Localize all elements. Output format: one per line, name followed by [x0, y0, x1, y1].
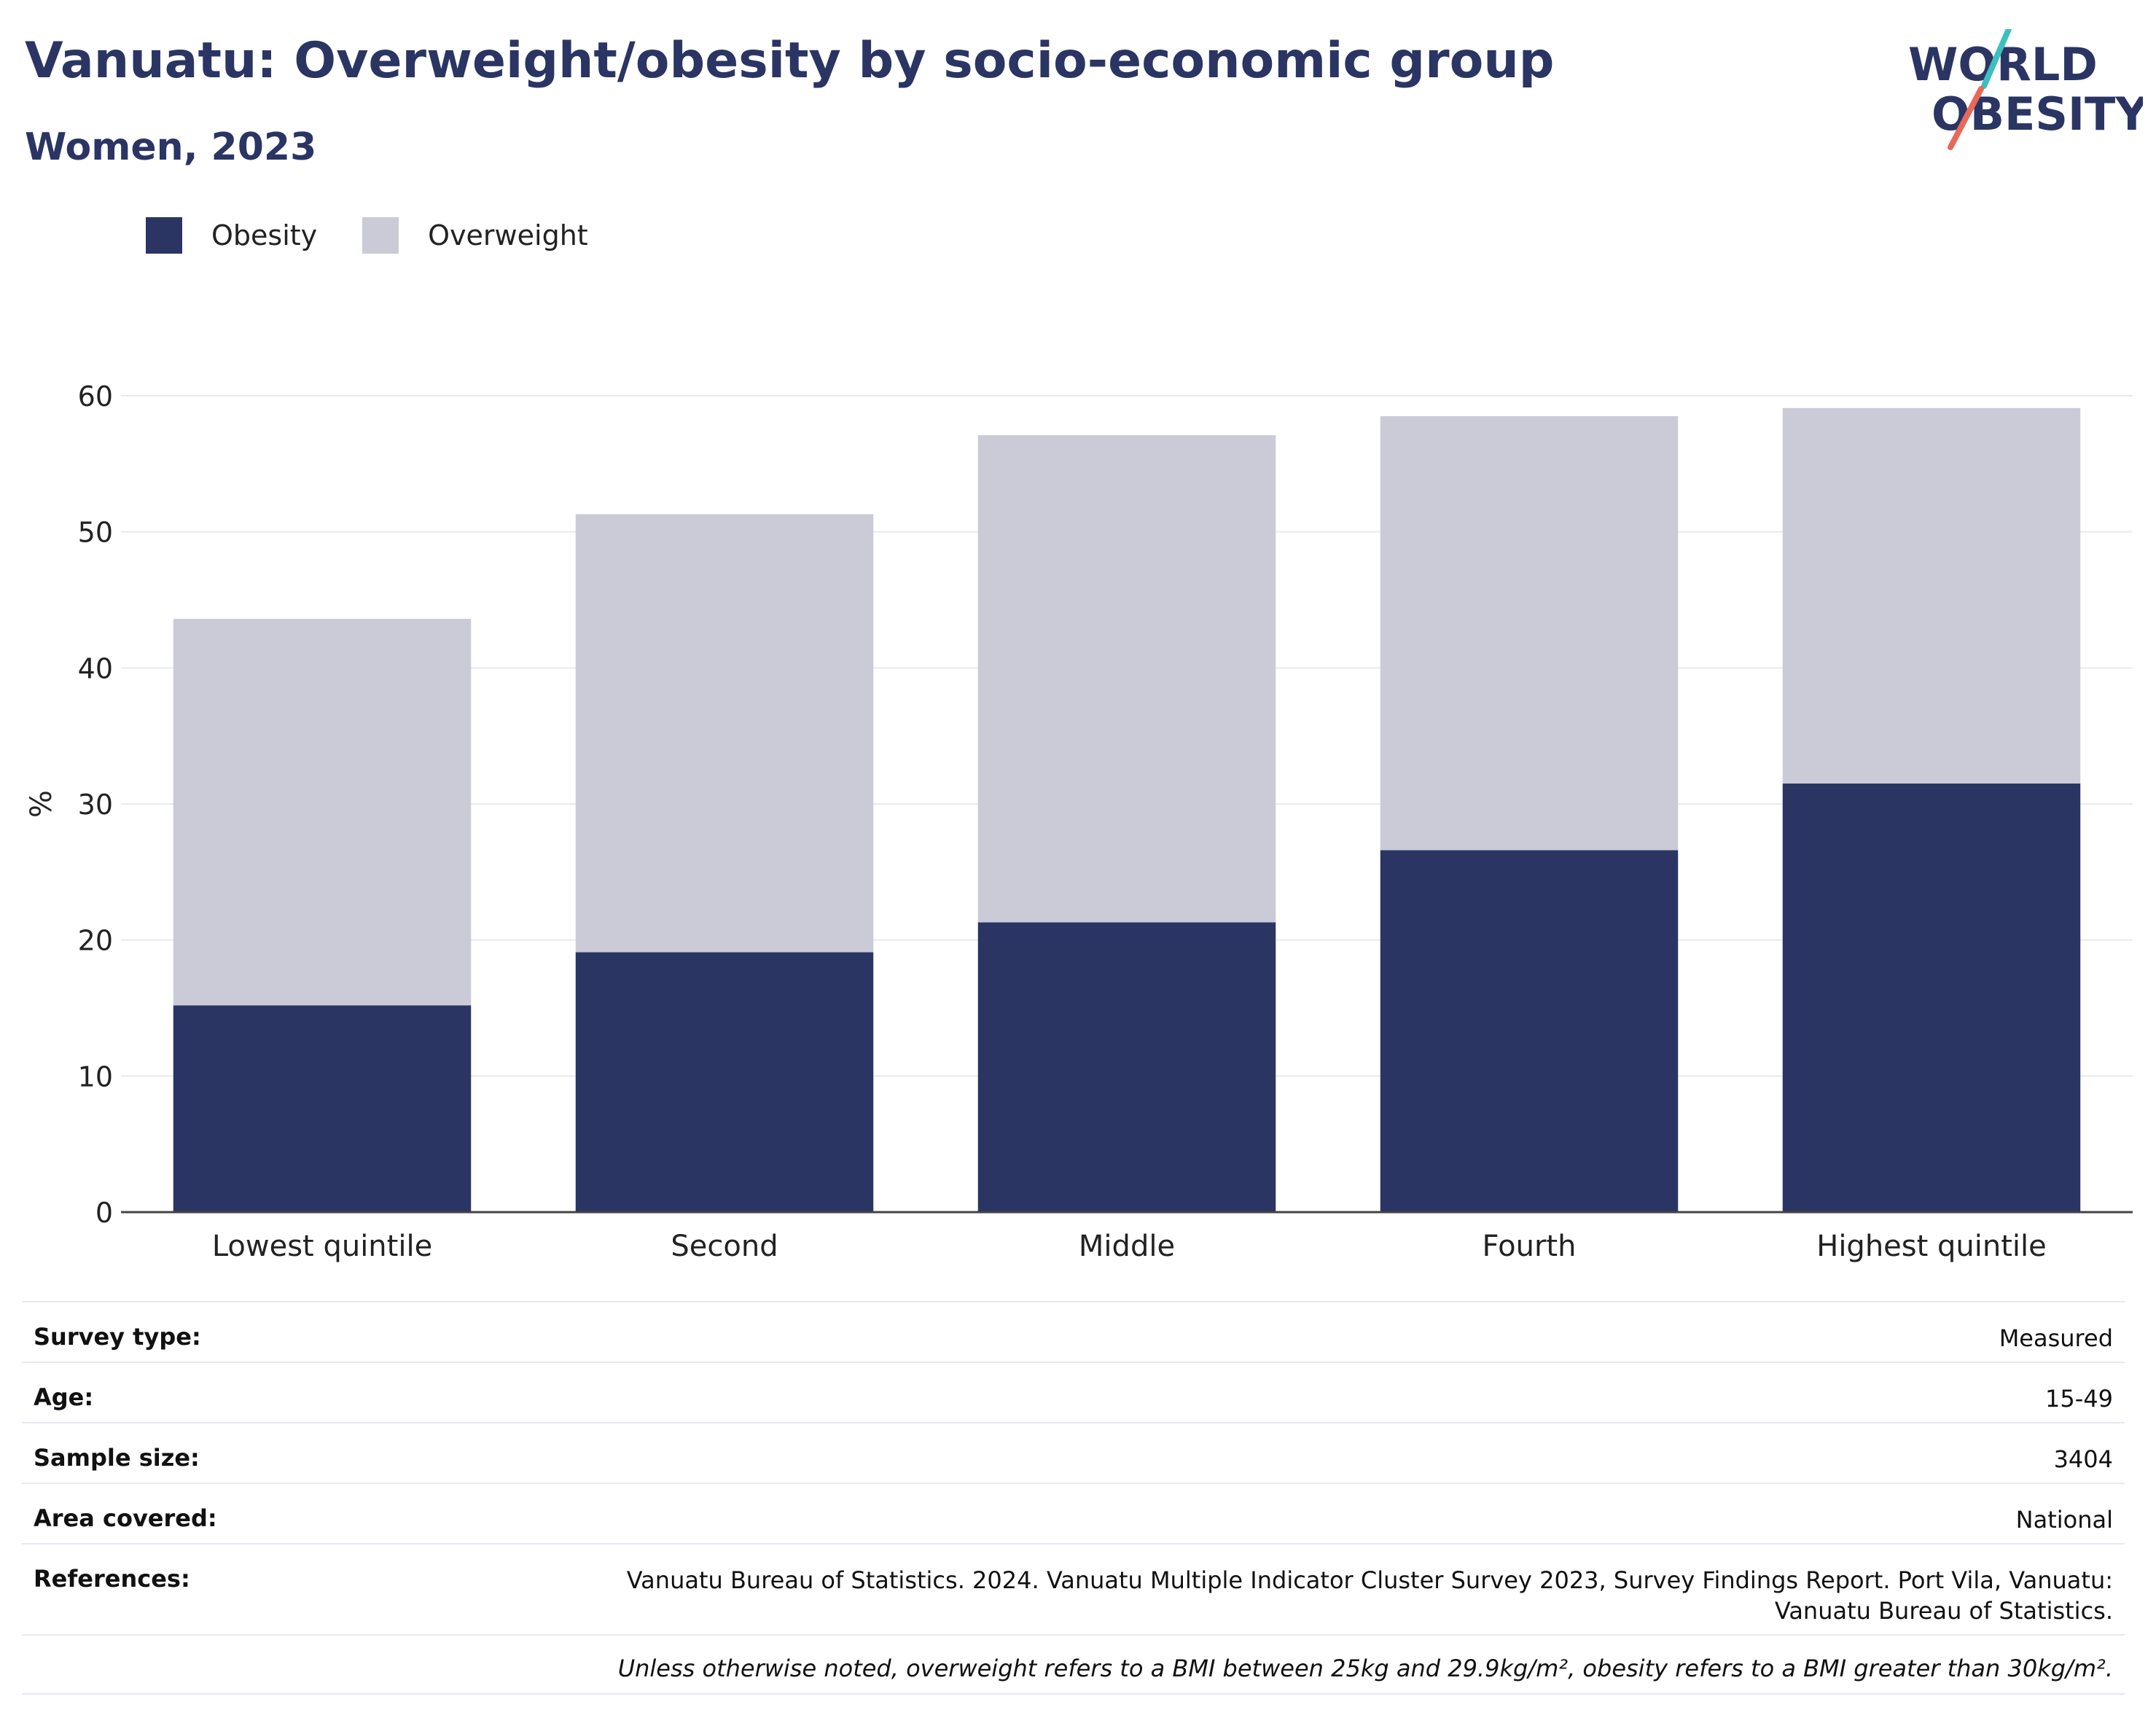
bar-obesity-5[interactable]: [1783, 784, 2080, 1212]
bar-obesity-4[interactable]: [1380, 850, 1678, 1212]
bar-overweight-1[interactable]: [173, 619, 471, 1005]
y-tick-label: 0: [95, 1197, 113, 1229]
bar-obesity-2[interactable]: [576, 952, 873, 1212]
info-row-area-covered: Area covered: National: [22, 1483, 2125, 1543]
info-row-age: Age: 15-49: [22, 1362, 2125, 1422]
y-tick-label: 20: [78, 925, 113, 957]
bar-obesity-3[interactable]: [978, 922, 1276, 1212]
y-tick-label: 10: [78, 1061, 113, 1093]
y-tick-label: 60: [78, 380, 113, 413]
y-axis-label: %: [25, 790, 58, 818]
info-row-survey-type: Survey type: Measured: [22, 1301, 2125, 1362]
y-tick-label: 50: [78, 517, 113, 549]
x-tick-label: Middle: [1079, 1230, 1175, 1263]
survey-info-table: Survey type: Measured Age: 15-49 Sample …: [22, 1301, 2125, 1695]
info-key: Area covered:: [34, 1504, 217, 1532]
x-tick-label: Lowest quintile: [212, 1230, 432, 1263]
info-value: 3404: [2054, 1444, 2113, 1475]
info-key: Survey type:: [34, 1323, 201, 1351]
x-tick-label: Highest quintile: [1816, 1230, 2047, 1263]
x-tick-label: Second: [671, 1230, 778, 1263]
info-row-sample-size: Sample size: 3404: [22, 1422, 2125, 1483]
info-key: Sample size:: [34, 1444, 200, 1472]
x-tick-label: Fourth: [1483, 1230, 1577, 1263]
bar-overweight-2[interactable]: [576, 514, 873, 952]
info-key: Age:: [34, 1383, 93, 1411]
bar-overweight-4[interactable]: [1380, 416, 1678, 850]
info-key: References:: [34, 1565, 190, 1593]
definition-note-row: Unless otherwise noted, overweight refer…: [22, 1634, 2125, 1695]
info-value-references: Vanuatu Bureau of Statistics. 2024. Vanu…: [546, 1565, 2113, 1626]
info-value: 15-49: [2045, 1383, 2113, 1414]
bar-overweight-5[interactable]: [1783, 408, 2080, 784]
bars: [173, 408, 2080, 1212]
bar-obesity-1[interactable]: [173, 1005, 471, 1212]
bar-overweight-3[interactable]: [978, 435, 1276, 922]
y-tick-label: 40: [78, 652, 113, 684]
info-value: National: [2016, 1504, 2113, 1535]
info-value: Measured: [1999, 1323, 2113, 1354]
y-tick-label: 30: [78, 789, 113, 821]
definition-note: Unless otherwise noted, overweight refer…: [618, 1655, 2113, 1682]
stacked-bar-chart: 0 10 20 30 40 50 60% Lowest quintile Second Middl…: [0, 0, 2156, 1283]
info-row-references: References: Vanuatu Bureau of Statistics…: [22, 1543, 2125, 1634]
